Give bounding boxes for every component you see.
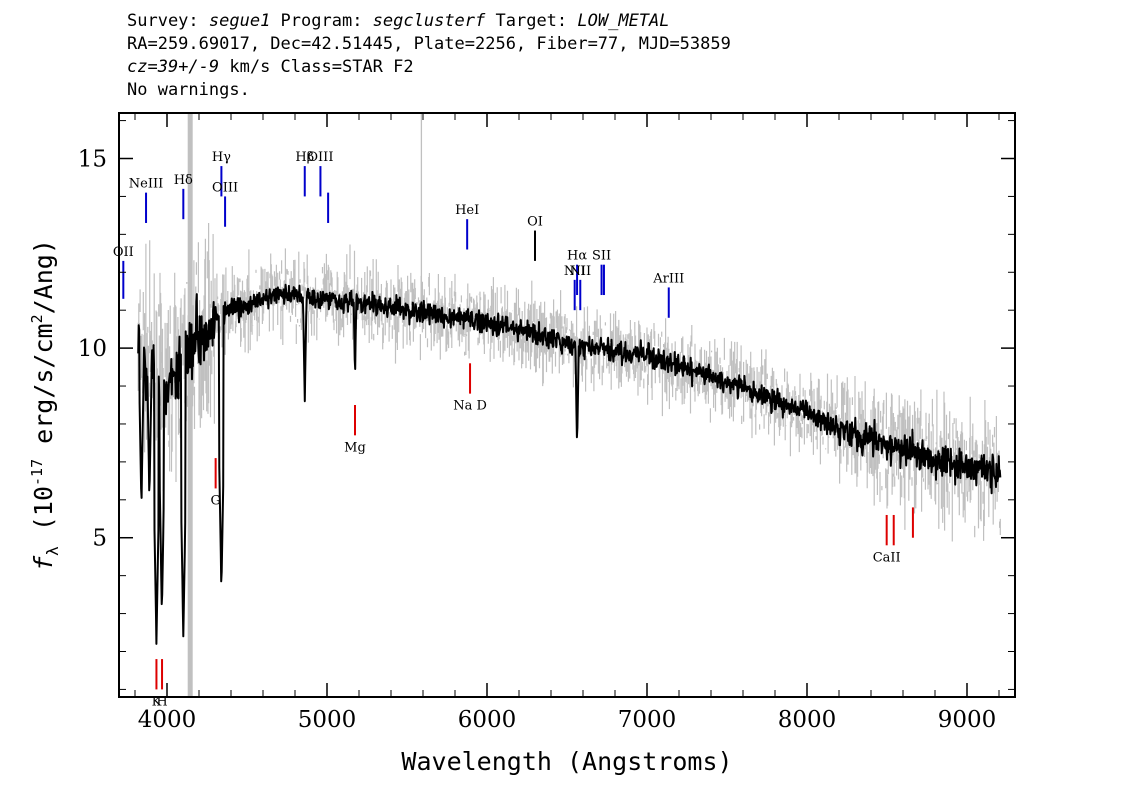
emission-line-label-4: OIII bbox=[212, 180, 238, 195]
emission-line-label-13: SII bbox=[592, 249, 611, 264]
x-tick-label-0: 4000 bbox=[138, 707, 197, 733]
emission-line-label-0: OII bbox=[113, 245, 134, 260]
absorption-line-label-5: CaII bbox=[873, 550, 901, 565]
y-title-sub: λ bbox=[43, 546, 62, 556]
emission-line-label-1: NeIII bbox=[129, 177, 163, 192]
y-tick-label-2: 15 bbox=[78, 147, 107, 173]
emission-line-label-8: HeI bbox=[455, 203, 479, 218]
absorption-line-label-3: Mg bbox=[344, 440, 366, 455]
emission-line-label-2: Hδ bbox=[174, 173, 193, 188]
survey-label: Survey: bbox=[127, 11, 209, 31]
x-tick-label-3: 7000 bbox=[618, 707, 677, 733]
target-value: LOW_METAL bbox=[577, 11, 670, 31]
class-text: km/s Class=STAR F2 bbox=[219, 57, 414, 77]
flux-layer bbox=[137, 283, 1002, 645]
error-layer bbox=[137, 113, 1001, 697]
y-tick-label-0: 5 bbox=[92, 526, 107, 552]
y-title-end: /Ang) bbox=[29, 239, 58, 314]
absorption-line-label-1: H bbox=[156, 694, 167, 709]
target-label: Target: bbox=[485, 11, 578, 31]
absorption-line-label-2: G bbox=[210, 493, 220, 508]
emission-line-label-3: Hγ bbox=[212, 150, 231, 165]
y-title-f: f bbox=[29, 555, 58, 571]
emission-line-label-6: OIII bbox=[307, 150, 333, 165]
flux-trace bbox=[137, 283, 1002, 645]
y-title-unit: erg/s/cm bbox=[29, 323, 58, 458]
cz-label: cz= bbox=[127, 57, 158, 77]
emission-line-label-9: OI bbox=[527, 215, 543, 230]
y-tick-label-1: 10 bbox=[78, 336, 107, 362]
header-line-warnings: No warnings. bbox=[127, 80, 250, 100]
emission-line-label-12: NII bbox=[569, 264, 591, 279]
absorption-line-label-4: Na D bbox=[453, 399, 487, 414]
axis-ticks: 4000 5000 6000 7000 8000 9000 5 10 15 bbox=[78, 113, 1015, 733]
spectrum-header: Survey: segue1 Program: segclusterf Targ… bbox=[127, 10, 731, 102]
emission-line-label-15: ArIII bbox=[652, 271, 684, 286]
emission-line-label-10: NII bbox=[564, 264, 586, 279]
x-axis-title: Wavelength (Angstroms) bbox=[401, 747, 732, 776]
absorption-line-label-0: K bbox=[152, 694, 162, 709]
survey-value: segue1 bbox=[208, 11, 271, 31]
y-title-mid: (10 bbox=[29, 486, 58, 546]
header-line-coordinates: RA=259.69017, Dec=42.51445, Plate=2256, … bbox=[127, 34, 731, 54]
header-line-redshift: cz=39+/-9 km/s Class=STAR F2 bbox=[127, 56, 731, 79]
y-axis-title: fλ (10-17 erg/s/cm2/Ang) bbox=[28, 239, 62, 571]
plot-frame bbox=[118, 112, 1016, 698]
program-label: Program: bbox=[270, 11, 373, 31]
emission-line-label-11: Hα bbox=[567, 249, 587, 264]
header-line-survey: Survey: segue1 Program: segclusterf Targ… bbox=[127, 10, 731, 33]
x-tick-label-4: 8000 bbox=[778, 707, 837, 733]
x-tick-label-2: 6000 bbox=[458, 707, 517, 733]
program-value: segclusterf bbox=[372, 11, 486, 31]
cz-value: 39+/-9 bbox=[157, 57, 220, 77]
bad-pixel-column bbox=[187, 113, 193, 697]
x-tick-label-1: 5000 bbox=[298, 707, 357, 733]
emission-line-label-5: Hβ bbox=[295, 150, 314, 165]
y-title-exp: -17 bbox=[28, 459, 46, 486]
x-tick-label-5: 9000 bbox=[938, 707, 997, 733]
y-title-exp2: 2 bbox=[28, 314, 46, 323]
